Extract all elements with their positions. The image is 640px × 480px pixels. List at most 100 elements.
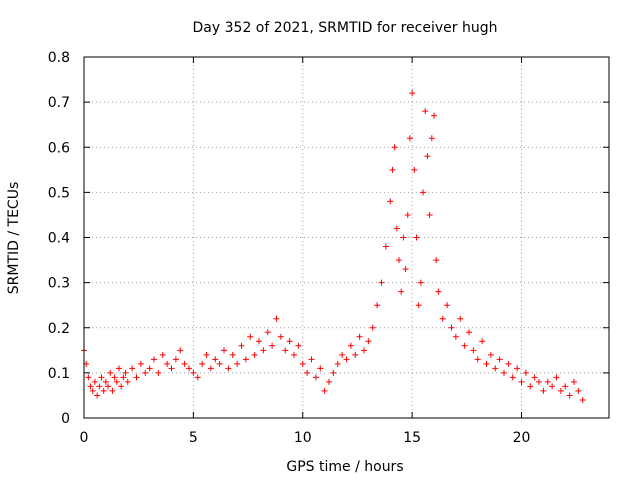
data-point: [151, 356, 157, 363]
chart-title: Day 352 of 2021, SRMTID for receiver hug…: [193, 20, 498, 36]
data-point: [105, 383, 112, 390]
data-points: [81, 90, 586, 403]
data-point: [334, 360, 341, 367]
data-point: [400, 234, 407, 241]
data-point: [168, 365, 175, 372]
data-point: [299, 360, 306, 367]
y-tick-label: 0.8: [48, 50, 70, 66]
data-point: [94, 392, 101, 399]
data-point: [382, 243, 389, 250]
data-point: [531, 374, 538, 381]
data-point: [404, 211, 411, 218]
data-point: [544, 378, 551, 385]
data-point: [264, 329, 271, 336]
data-point: [225, 365, 232, 372]
data-point: [457, 315, 464, 322]
data-point: [571, 378, 577, 385]
data-point: [415, 302, 422, 309]
data-point: [111, 374, 118, 381]
data-point: [579, 396, 586, 403]
data-point: [536, 378, 542, 385]
data-point: [514, 365, 521, 372]
y-tick-label: 0.6: [48, 140, 70, 156]
data-point: [374, 302, 381, 309]
data-point: [89, 387, 96, 394]
data-point: [291, 351, 297, 358]
data-point: [330, 369, 337, 376]
data-point: [216, 360, 223, 367]
data-point: [85, 374, 92, 381]
x-tick-label: 10: [294, 430, 312, 446]
data-point: [317, 365, 324, 372]
data-point: [256, 338, 262, 345]
data-point: [540, 387, 547, 394]
data-point: [409, 90, 416, 97]
data-point: [483, 360, 490, 367]
data-point: [448, 324, 455, 331]
data-point: [553, 374, 560, 381]
data-point: [242, 356, 249, 363]
data-point: [269, 342, 276, 349]
data-point: [393, 225, 400, 232]
data-point: [466, 329, 472, 336]
data-point: [417, 279, 424, 286]
data-point: [433, 257, 440, 264]
data-point: [387, 198, 394, 205]
data-point: [172, 356, 179, 363]
data-point: [343, 356, 350, 363]
data-point: [406, 135, 413, 142]
data-point: [186, 365, 192, 372]
data-point: [422, 108, 429, 115]
data-point: [118, 383, 125, 390]
data-point: [566, 392, 573, 399]
data-point: [487, 351, 494, 358]
data-point: [164, 360, 171, 367]
y-tick-labels: 0 0.1 0.2 0.3 0.4 0.5 0.6 0.7 0.8: [48, 50, 70, 427]
data-point: [365, 338, 372, 345]
data-point: [402, 266, 409, 273]
y-tick-label: 0.4: [48, 231, 70, 247]
data-point: [452, 333, 459, 340]
x-axis-label: GPS time / hours: [286, 459, 403, 475]
data-point: [479, 338, 486, 345]
y-tick-label: 0.7: [48, 95, 70, 111]
data-point: [339, 351, 346, 358]
data-point: [194, 374, 201, 381]
y-tick-label: 0.2: [48, 321, 70, 337]
data-point: [308, 356, 315, 363]
data-point: [273, 315, 280, 322]
data-point: [199, 360, 206, 367]
data-point: [426, 211, 433, 218]
data-point: [120, 374, 127, 381]
data-point: [413, 234, 420, 241]
data-point: [116, 365, 122, 372]
data-point: [391, 144, 398, 151]
data-point: [312, 374, 319, 381]
y-tick-label: 0.1: [48, 366, 70, 382]
data-point: [212, 356, 219, 363]
data-point: [396, 257, 402, 264]
x-tick-label: 15: [403, 430, 421, 446]
data-point: [91, 378, 98, 385]
data-point: [260, 347, 267, 354]
data-point: [142, 369, 149, 376]
data-point: [347, 342, 354, 349]
data-point: [518, 378, 525, 385]
x-tick-label: 5: [189, 430, 198, 446]
data-point: [428, 135, 435, 142]
data-point: [122, 369, 129, 376]
y-tick-label: 0: [61, 411, 70, 427]
data-point: [190, 369, 197, 376]
data-point: [124, 378, 131, 385]
data-point: [439, 315, 446, 322]
data-point: [282, 347, 289, 354]
grid-lines: [84, 57, 609, 418]
x-tick-label: 0: [80, 430, 89, 446]
data-point: [509, 374, 516, 381]
data-point: [496, 356, 503, 363]
data-point: [155, 369, 162, 376]
data-point: [501, 369, 507, 376]
data-point: [247, 333, 254, 340]
data-point: [234, 360, 241, 367]
